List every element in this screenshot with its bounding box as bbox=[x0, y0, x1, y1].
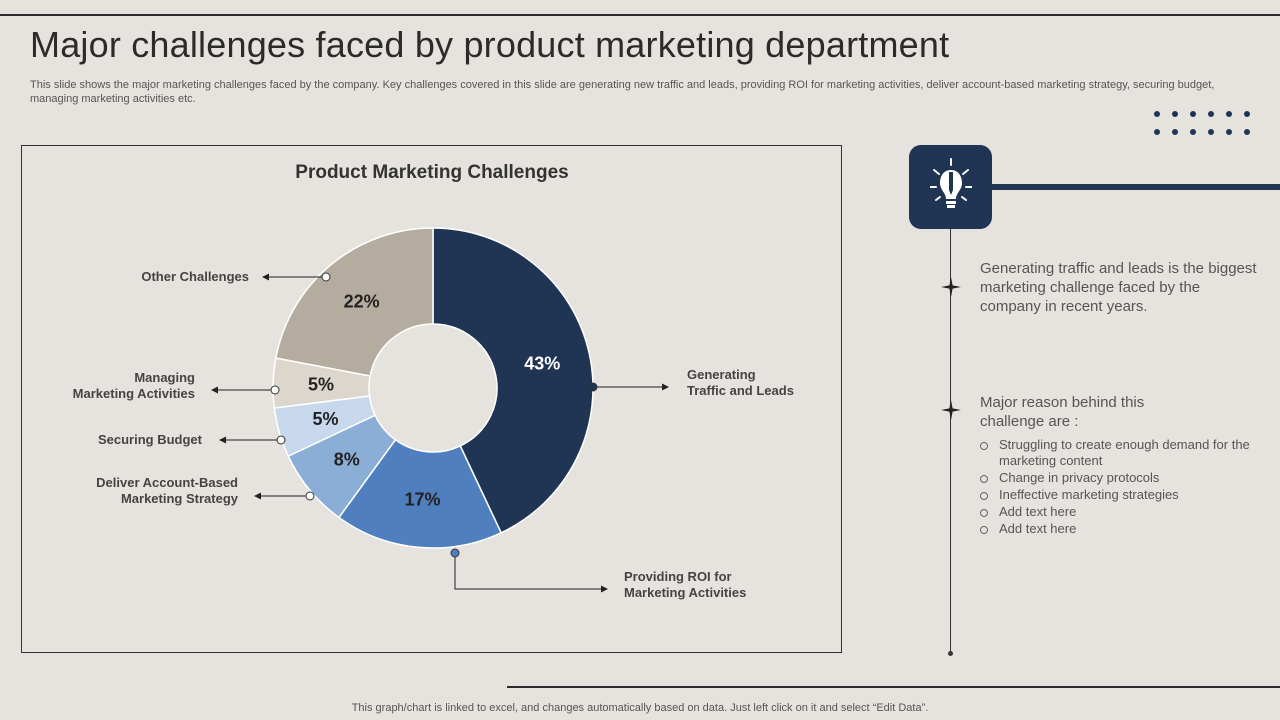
category-label-line: Managing bbox=[134, 370, 195, 385]
category-label: Securing Budget bbox=[98, 432, 203, 447]
category-label-line: Marketing Activities bbox=[73, 386, 195, 401]
decorative-dot bbox=[1208, 129, 1214, 135]
category-label-line: Securing Budget bbox=[98, 432, 203, 447]
reason-item: Ineffective marketing strategies bbox=[980, 487, 1270, 503]
donut-slice[interactable] bbox=[274, 227, 434, 377]
callout-line bbox=[454, 553, 608, 593]
reason-item: Change in privacy protocols bbox=[980, 470, 1270, 486]
reason-text: Add text here bbox=[999, 521, 1077, 536]
sparkle-icon bbox=[941, 277, 961, 297]
category-label-line: Deliver Account-Based bbox=[96, 475, 238, 490]
donut-slice[interactable] bbox=[432, 227, 594, 534]
reason-item: Add text here bbox=[980, 504, 1270, 520]
category-label-line: Other Challenges bbox=[141, 269, 249, 284]
decorative-dot bbox=[1172, 129, 1178, 135]
decorative-dot bbox=[1154, 111, 1160, 117]
circle-bullet-icon bbox=[980, 492, 988, 500]
callout-anchor-dot bbox=[305, 491, 315, 501]
donut-slice[interactable] bbox=[337, 438, 503, 549]
category-label-line: Marketing Strategy bbox=[121, 491, 239, 506]
callout-anchor-dot bbox=[270, 385, 280, 395]
top-divider bbox=[0, 14, 1280, 16]
decorative-dot bbox=[1244, 111, 1250, 117]
insight-text: Generating traffic and leads is the bigg… bbox=[980, 260, 1257, 315]
reason-text: Add text here bbox=[999, 504, 1077, 519]
reason-text: Ineffective marketing strategies bbox=[999, 487, 1179, 502]
callout-anchor-dot bbox=[321, 272, 331, 282]
callout-anchor-dot bbox=[450, 548, 460, 558]
decorative-dot bbox=[1154, 129, 1160, 135]
lightbulb-icon bbox=[930, 158, 972, 208]
category-label-line: Providing ROI for bbox=[624, 569, 732, 584]
category-label-line: Marketing Activities bbox=[624, 585, 746, 600]
decorative-dot bbox=[1190, 129, 1196, 135]
slice-value-label: 43% bbox=[524, 354, 560, 374]
decorative-dot bbox=[1226, 129, 1232, 135]
category-label: Managing Marketing Activities bbox=[73, 370, 195, 401]
reason-text: Change in privacy protocols bbox=[999, 470, 1160, 485]
slice-value-label: 5% bbox=[312, 409, 338, 429]
page-title: Major challenges faced by product market… bbox=[30, 24, 950, 65]
category-label-line: Traffic and Leads bbox=[687, 383, 794, 398]
timeline-line bbox=[950, 229, 951, 653]
reason-heading: Major reason behind this challenge are : bbox=[980, 394, 1145, 430]
accent-bar bbox=[992, 184, 1280, 190]
category-label: Generating Traffic and Leads bbox=[687, 367, 794, 398]
slice-value-label: 8% bbox=[334, 449, 360, 469]
reason-item: Add text here bbox=[980, 521, 1270, 537]
slice-value-label: 17% bbox=[404, 490, 440, 510]
chart-title: Product Marketing Challenges bbox=[295, 162, 568, 183]
circle-bullet-icon bbox=[980, 509, 988, 517]
decorative-dot bbox=[1226, 111, 1232, 117]
decorative-dot bbox=[1208, 111, 1214, 117]
footer-note: This graph/chart is linked to excel, and… bbox=[351, 702, 929, 714]
category-label: Deliver Account-Based Marketing Strategy bbox=[96, 475, 239, 506]
reason-text: Struggling to create enough demand for t… bbox=[999, 437, 1250, 468]
chart-frame[interactable]: Product Marketing Challenges 43% 17% 8% 5% 5… bbox=[21, 145, 842, 653]
circle-bullet-icon bbox=[980, 442, 988, 450]
decorative-dot bbox=[1172, 111, 1178, 117]
category-label-line: Generating bbox=[687, 367, 756, 382]
page-subtitle: This slide shows the major marketing cha… bbox=[30, 79, 1215, 105]
lightbulb-icon-box bbox=[909, 145, 992, 229]
reason-item: Struggling to create enough demand for t… bbox=[980, 437, 1270, 469]
sparkle-icon bbox=[941, 400, 961, 420]
circle-bullet-icon bbox=[980, 526, 988, 534]
category-label: Providing ROI for Marketing Activities bbox=[624, 569, 746, 600]
slice-value-label: 22% bbox=[344, 292, 380, 312]
decorative-dot bbox=[1244, 129, 1250, 135]
timeline-end-dot bbox=[948, 651, 953, 656]
decorative-dot bbox=[1190, 111, 1196, 117]
category-label: Other Challenges bbox=[141, 269, 249, 284]
callout-anchor-dot bbox=[588, 382, 598, 392]
bottom-divider bbox=[507, 686, 1280, 688]
donut-chart: Product Marketing Challenges 43% 17% 8% 5% 5… bbox=[73, 162, 794, 600]
slice-value-label: 5% bbox=[308, 374, 334, 394]
circle-bullet-icon bbox=[980, 475, 988, 483]
callout-anchor-dot bbox=[276, 435, 286, 445]
reason-list: Struggling to create enough demand for t… bbox=[980, 437, 1270, 538]
